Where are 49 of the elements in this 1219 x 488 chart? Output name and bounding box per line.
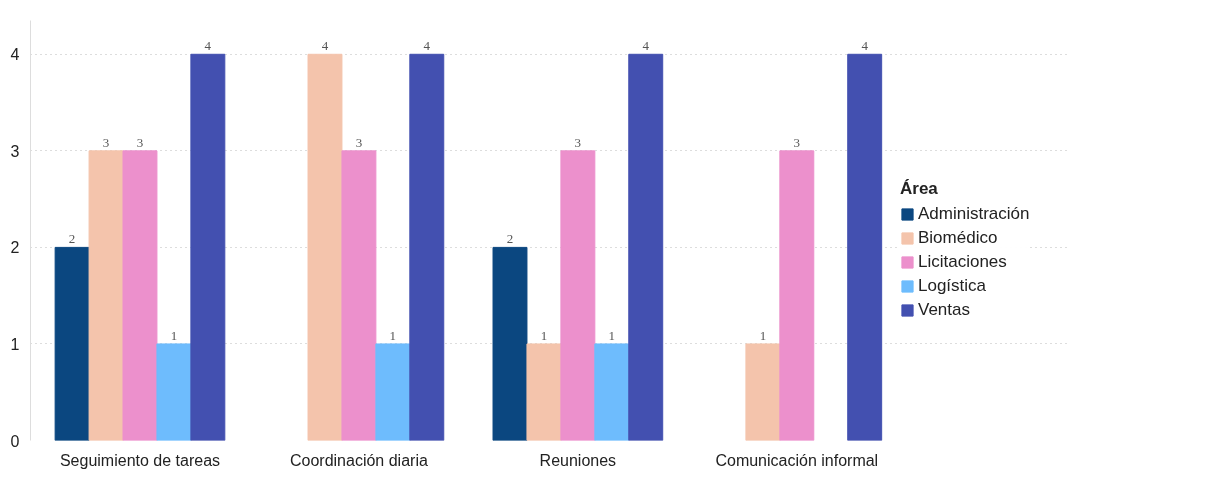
bar	[54, 246, 90, 441]
bar	[779, 150, 815, 441]
legend-label: Administración	[918, 204, 1030, 224]
data-label: 3	[102, 134, 110, 150]
bar	[409, 53, 445, 441]
data-label: 3	[574, 134, 582, 150]
data-label: 4	[861, 38, 869, 54]
bar	[847, 53, 883, 441]
bar	[526, 343, 562, 441]
bar	[190, 53, 226, 441]
bar	[560, 150, 596, 441]
bar	[88, 150, 124, 441]
data-label: 1	[170, 327, 178, 343]
bar	[492, 246, 528, 441]
data-label: 4	[423, 38, 431, 54]
x-tick-label: Reuniones	[539, 451, 617, 469]
data-label: 4	[321, 38, 329, 54]
bar	[594, 343, 630, 441]
data-label: 1	[540, 327, 548, 343]
legend-label: Ventas	[918, 300, 970, 320]
bar	[341, 150, 377, 441]
bar	[745, 343, 781, 441]
data-label: 3	[793, 134, 801, 150]
data-label: 4	[642, 38, 650, 54]
x-tick-label: Coordinación diaria	[289, 451, 428, 469]
bar	[122, 150, 158, 441]
data-label: 2	[68, 231, 76, 247]
bar	[375, 343, 411, 441]
data-label: 3	[136, 134, 144, 150]
legend-label: Biomédico	[918, 228, 998, 248]
bar	[156, 343, 192, 441]
legend-title: Área	[900, 179, 939, 199]
y-tick-label: 4	[10, 46, 20, 64]
y-tick-label: 1	[10, 335, 20, 353]
bar	[307, 53, 343, 441]
bar	[628, 53, 664, 441]
y-tick-label: 2	[10, 239, 20, 257]
y-tick-label: 0	[10, 432, 20, 450]
data-label: 1	[608, 327, 616, 343]
x-tick-label: Comunicación informal	[715, 451, 879, 469]
legend-label: Logística	[918, 276, 987, 296]
data-label: 1	[759, 327, 767, 343]
data-label: 4	[204, 38, 212, 54]
data-label: 1	[389, 327, 397, 343]
data-label: 2	[506, 231, 514, 247]
y-tick-label: 3	[10, 142, 20, 160]
x-tick-label: Seguimiento de tareas	[59, 451, 221, 469]
legend-label: Licitaciones	[918, 252, 1007, 272]
data-label: 3	[355, 134, 363, 150]
